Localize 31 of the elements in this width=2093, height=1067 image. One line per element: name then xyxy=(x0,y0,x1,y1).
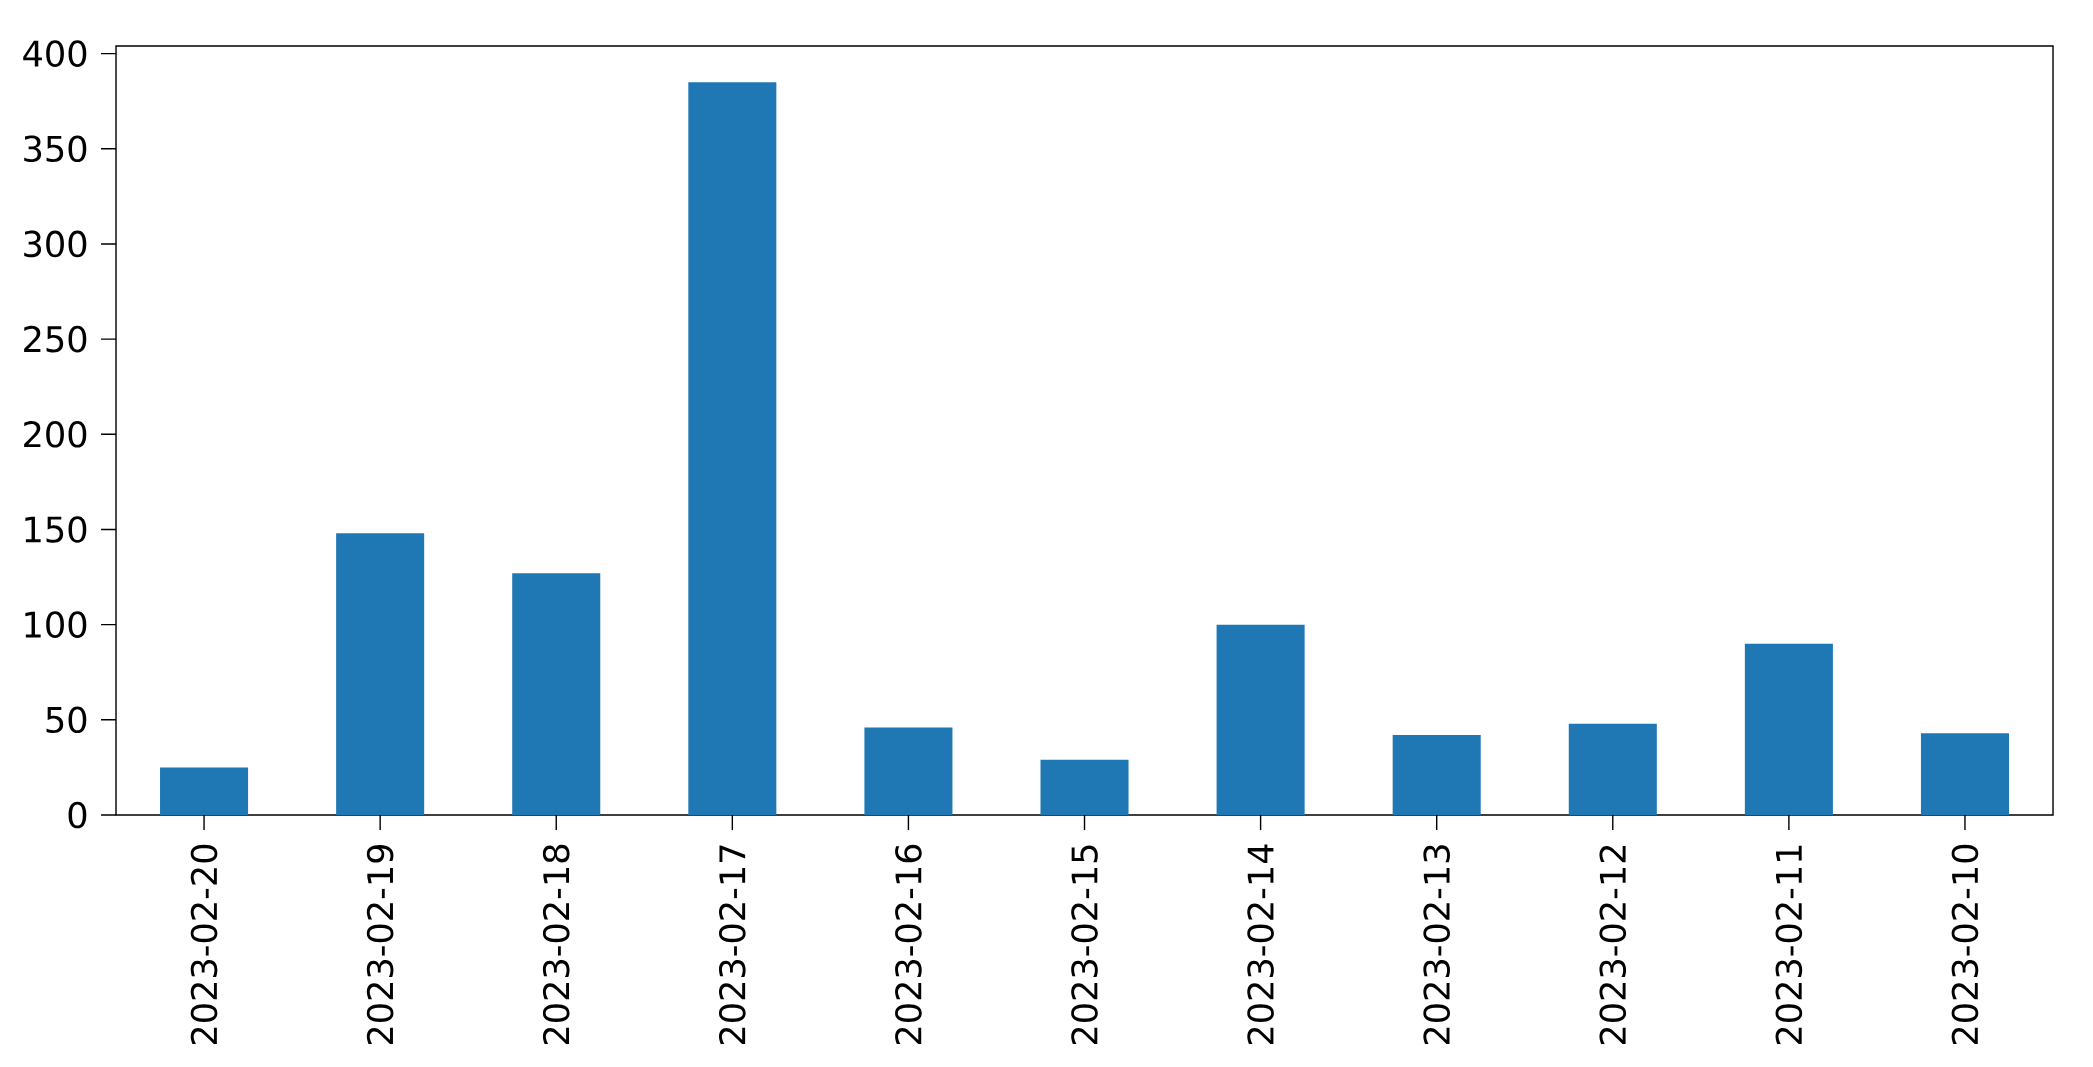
y-tick-label: 300 xyxy=(24,230,87,258)
bar xyxy=(160,767,249,815)
bar xyxy=(864,727,953,815)
y-tick-label: 50 xyxy=(46,706,87,734)
bar xyxy=(1392,735,1481,815)
x-tick-label: 2023-02-13 xyxy=(1423,845,1450,1045)
y-tick-label: 100 xyxy=(25,611,87,638)
x-tick-label: 2023-02-20 xyxy=(190,844,218,1045)
bar xyxy=(688,82,777,815)
y-tick-label: 150 xyxy=(25,516,87,543)
x-tick-label: 2023-02-16 xyxy=(895,844,922,1045)
bar xyxy=(1040,759,1129,815)
y-tick-label: 250 xyxy=(24,325,87,353)
bar xyxy=(1568,723,1657,815)
bar xyxy=(512,573,601,815)
x-tick-label: 2023-02-12 xyxy=(1599,845,1627,1045)
bar xyxy=(1744,643,1833,815)
x-tick-label: 2023-02-11 xyxy=(1775,845,1803,1045)
x-tick-label: 2023-02-10 xyxy=(1951,844,1979,1045)
x-tick-label: 2023-02-14 xyxy=(1247,844,1274,1045)
y-tick-label: 0 xyxy=(68,801,87,829)
y-tick-label: 400 xyxy=(23,40,87,67)
bar xyxy=(336,533,425,815)
x-tick-label: 2023-02-17 xyxy=(719,845,746,1045)
x-tick-label: 2023-02-18 xyxy=(542,844,570,1045)
bar xyxy=(1920,733,2009,815)
y-tick-label: 200 xyxy=(24,420,87,448)
y-tick-label: 350 xyxy=(24,135,87,163)
bar xyxy=(1216,624,1305,815)
x-tick-label: 2023-02-19 xyxy=(366,844,394,1045)
x-tick-label: 2023-02-15 xyxy=(1071,845,1098,1045)
